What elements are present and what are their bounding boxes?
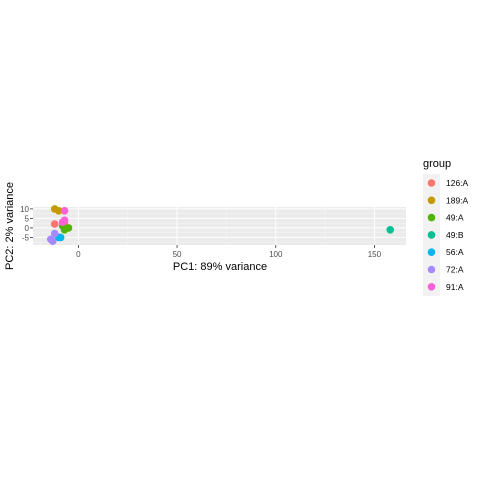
- x-tick-label: 100: [269, 250, 283, 259]
- legend-label: 91:A: [446, 282, 464, 292]
- data-point: [50, 229, 59, 238]
- data-point: [60, 226, 69, 234]
- major-gridlines: [33, 207, 406, 245]
- legend: group 126:A 189:A 49:A 49:B 56:A 72:A 91:A: [423, 158, 469, 296]
- y-tick-label: 0: [25, 224, 30, 233]
- data-point: [50, 220, 59, 228]
- legend-label: 56:A: [446, 247, 464, 257]
- data-points: [46, 205, 395, 245]
- legend-label: 49:A: [446, 213, 464, 223]
- plot-panel: [33, 207, 406, 245]
- x-tick-label: 150: [368, 250, 382, 259]
- legend-key: [427, 231, 436, 239]
- data-point: [54, 207, 63, 215]
- x-tick-label: 50: [173, 250, 182, 259]
- legend-label: 189:A: [446, 195, 469, 205]
- legend-key: [427, 248, 436, 256]
- legend-key: [427, 283, 436, 291]
- legend-key: [427, 196, 436, 205]
- legend-label: 72:A: [446, 265, 464, 275]
- legend-key: [427, 265, 436, 274]
- data-point: [48, 237, 57, 245]
- legend-label: 49:B: [446, 230, 464, 240]
- legend-key: [427, 179, 436, 187]
- legend-title: group: [423, 158, 451, 170]
- y-tick-label: -5: [22, 233, 30, 242]
- minor-gridlines: [33, 207, 406, 245]
- legend-key: [427, 213, 436, 222]
- x-tick-label: 0: [76, 250, 81, 259]
- legend-label: 126:A: [446, 178, 469, 188]
- data-point: [60, 207, 69, 215]
- y-axis-title: PC2: 2% variance: [4, 182, 16, 270]
- x-axis-title: PC1: 89% variance: [173, 261, 267, 273]
- data-point: [386, 226, 395, 234]
- data-point: [58, 218, 67, 226]
- y-tick-label: 5: [25, 214, 30, 223]
- data-point: [56, 233, 65, 242]
- x-axis: 0 50 100 150: [76, 245, 382, 259]
- y-tick-label: 10: [20, 205, 29, 214]
